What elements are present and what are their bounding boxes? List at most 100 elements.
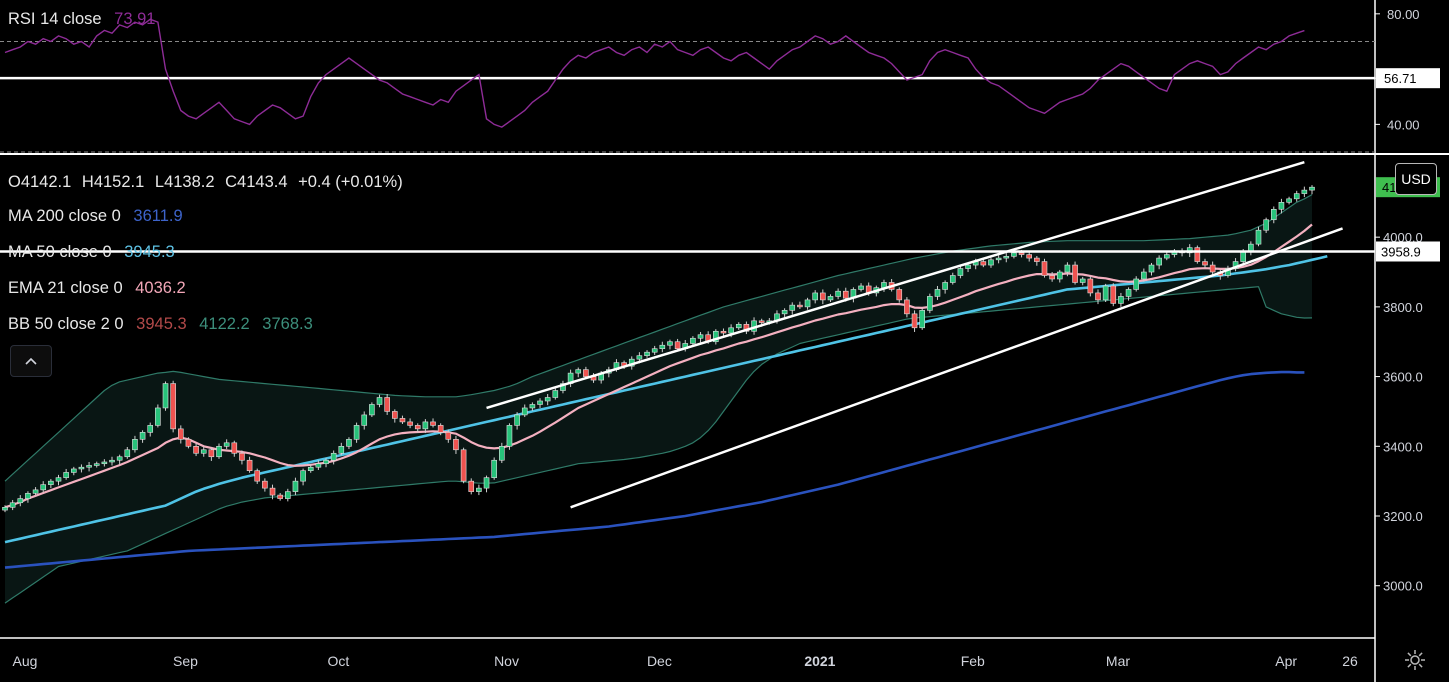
candle-body-down xyxy=(185,439,192,447)
candle xyxy=(483,475,490,493)
time-axis-label: 2021 xyxy=(804,653,835,669)
candle xyxy=(17,495,24,507)
candle-body-down xyxy=(1209,264,1216,273)
candle xyxy=(1194,245,1201,264)
candle xyxy=(735,322,742,330)
ohlc-high: H4152.1 xyxy=(81,173,145,191)
gear-icon[interactable] xyxy=(1403,648,1427,672)
candle-body-down xyxy=(407,421,413,426)
candle xyxy=(231,440,238,457)
candle xyxy=(644,350,650,358)
bb-legend: BB 50 close 2 0 3945.3 4122.2 3768.3 xyxy=(8,315,313,334)
candle xyxy=(858,283,864,292)
time-axis-label: Aug xyxy=(13,653,38,669)
candle xyxy=(445,429,452,443)
candle xyxy=(499,442,505,464)
candle-body-down xyxy=(193,445,199,454)
currency-badge[interactable]: USD xyxy=(1395,163,1437,195)
candle xyxy=(422,419,429,434)
candle xyxy=(1049,272,1055,282)
candle xyxy=(927,293,933,314)
candle xyxy=(185,437,192,449)
ma50-legend-label: MA 50 close 0 xyxy=(8,243,112,261)
candle-body-down xyxy=(254,470,261,482)
candle-body-up xyxy=(575,369,582,374)
candle xyxy=(155,404,161,428)
candle-body-down xyxy=(743,324,750,332)
candle xyxy=(414,423,421,433)
candle-body-down xyxy=(1110,285,1117,304)
candle xyxy=(1079,276,1086,286)
candle-body-down xyxy=(758,320,765,323)
candle-body-up xyxy=(934,289,941,297)
candle-body-down xyxy=(842,290,849,299)
candle xyxy=(476,484,482,496)
candle xyxy=(1026,251,1032,262)
channel-lower-line xyxy=(570,227,1343,509)
candle xyxy=(1202,258,1208,268)
candle-body-up xyxy=(483,477,490,489)
candle-body-up xyxy=(858,285,864,290)
candle xyxy=(430,418,436,428)
candle-body-up xyxy=(1286,198,1292,203)
price-tick-label: 3800.0 xyxy=(1383,300,1423,315)
candle xyxy=(575,367,582,378)
candle-body-down xyxy=(1202,261,1208,266)
ema21-line xyxy=(4,223,1313,509)
candle xyxy=(1278,198,1285,214)
candle xyxy=(1072,261,1078,285)
candle xyxy=(101,459,108,467)
candle xyxy=(667,339,673,350)
candle xyxy=(109,456,115,466)
candle-body-up xyxy=(1003,256,1010,259)
candle-body-down xyxy=(392,411,398,419)
time-axis-label: Feb xyxy=(961,653,985,669)
candle xyxy=(177,425,184,444)
rsi-legend-label: RSI 14 close xyxy=(8,10,102,28)
candle-body-up xyxy=(713,330,719,343)
candle-body-up xyxy=(651,348,658,353)
candle-body-down xyxy=(269,487,276,496)
candle-body-up xyxy=(25,493,31,499)
candle xyxy=(124,446,131,459)
candle-body-down xyxy=(674,341,681,350)
candle xyxy=(384,394,390,415)
candle-body-down xyxy=(720,330,727,334)
candle xyxy=(216,443,222,459)
candle-body-down xyxy=(1018,252,1025,255)
candle xyxy=(521,404,528,418)
candle xyxy=(781,308,788,318)
candle xyxy=(239,450,245,465)
channel-upper-line xyxy=(486,161,1305,410)
candle-body-up xyxy=(116,456,123,461)
price-tick-label: 3400.0 xyxy=(1383,439,1423,454)
candle-body-down xyxy=(239,452,245,461)
candle xyxy=(1293,190,1300,202)
candle xyxy=(1286,196,1292,205)
candle-body-down xyxy=(1087,278,1094,294)
candle-body-up xyxy=(361,414,368,426)
candle xyxy=(277,493,283,501)
candle-body-up xyxy=(338,445,345,454)
collapse-legend-button[interactable] xyxy=(10,345,52,377)
bb-legend-upper: 4122.2 xyxy=(199,315,250,333)
candle xyxy=(86,461,92,472)
candle-body-down xyxy=(797,304,803,308)
candle xyxy=(1148,262,1155,276)
candle-body-up xyxy=(957,268,964,276)
candle-body-up xyxy=(544,397,551,402)
candle-body-up xyxy=(1125,289,1132,297)
candle xyxy=(468,478,475,495)
candle xyxy=(659,341,666,353)
candle xyxy=(1209,261,1216,276)
candle xyxy=(743,321,750,335)
candle-body-up xyxy=(995,257,1002,261)
candle xyxy=(453,435,459,454)
candle xyxy=(1309,185,1315,195)
candle-body-down xyxy=(1072,264,1078,283)
candle xyxy=(789,302,796,315)
candle-body-up xyxy=(1133,278,1140,290)
ema21-legend-label: EMA 21 close 0 xyxy=(8,279,123,297)
rsi-level-label-bg xyxy=(1376,68,1440,89)
